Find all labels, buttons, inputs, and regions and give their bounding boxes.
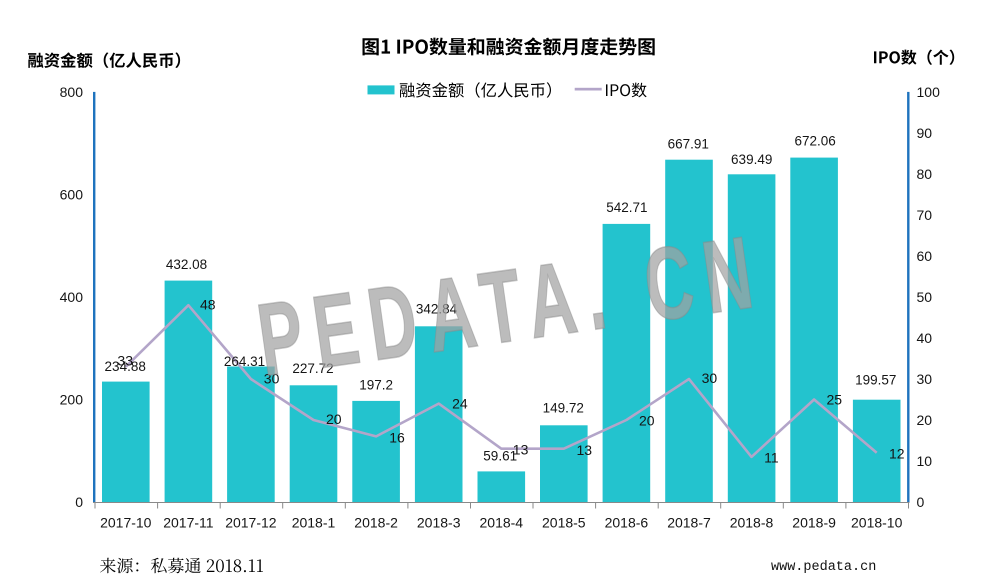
svg-text:2017-12: 2017-12 bbox=[225, 514, 277, 530]
svg-text:400: 400 bbox=[60, 289, 84, 305]
svg-text:13: 13 bbox=[513, 441, 529, 457]
svg-text:48: 48 bbox=[200, 297, 216, 313]
svg-text:33: 33 bbox=[117, 353, 133, 369]
svg-text:2018-2: 2018-2 bbox=[354, 514, 398, 530]
svg-text:234.88: 234.88 bbox=[105, 359, 146, 374]
svg-text:149.72: 149.72 bbox=[543, 401, 584, 416]
svg-text:200: 200 bbox=[60, 392, 84, 408]
svg-text:59.61: 59.61 bbox=[483, 449, 517, 464]
svg-text:2018-10: 2018-10 bbox=[851, 514, 903, 530]
svg-text:50: 50 bbox=[917, 289, 933, 305]
svg-text:2018-4: 2018-4 bbox=[480, 514, 524, 530]
svg-text:600: 600 bbox=[60, 187, 84, 203]
svg-text:2017-11: 2017-11 bbox=[163, 514, 214, 530]
svg-text:10: 10 bbox=[917, 453, 933, 469]
svg-text:30: 30 bbox=[264, 370, 280, 386]
svg-text:639.49: 639.49 bbox=[731, 152, 772, 167]
svg-text:11: 11 bbox=[764, 449, 779, 465]
svg-text:2018-5: 2018-5 bbox=[542, 514, 586, 530]
svg-text:60: 60 bbox=[917, 248, 933, 264]
svg-text:199.57: 199.57 bbox=[855, 373, 896, 388]
svg-text:342.84: 342.84 bbox=[416, 302, 458, 317]
svg-text:www.pedata.cn: www.pedata.cn bbox=[771, 560, 876, 575]
svg-text:2018-1: 2018-1 bbox=[292, 514, 336, 530]
svg-text:40: 40 bbox=[917, 330, 933, 346]
svg-text:227.72: 227.72 bbox=[292, 361, 333, 376]
svg-text:100: 100 bbox=[917, 84, 941, 100]
svg-text:2018-9: 2018-9 bbox=[792, 514, 836, 530]
svg-text:30: 30 bbox=[917, 371, 933, 387]
svg-text:2018-7: 2018-7 bbox=[667, 514, 711, 530]
svg-text:0: 0 bbox=[75, 494, 83, 510]
svg-text:432.08: 432.08 bbox=[166, 257, 207, 272]
svg-text:667.91: 667.91 bbox=[668, 137, 709, 152]
svg-text:80: 80 bbox=[917, 166, 933, 182]
svg-text:24: 24 bbox=[452, 396, 468, 412]
svg-text:70: 70 bbox=[917, 207, 933, 223]
svg-text:2018-3: 2018-3 bbox=[417, 514, 461, 530]
svg-text:197.2: 197.2 bbox=[359, 377, 393, 392]
svg-text:12: 12 bbox=[889, 446, 905, 462]
svg-text:20: 20 bbox=[639, 413, 655, 429]
svg-text:800: 800 bbox=[60, 84, 84, 100]
svg-text:30: 30 bbox=[702, 370, 718, 386]
svg-text:20: 20 bbox=[326, 411, 342, 427]
svg-text:2018-6: 2018-6 bbox=[605, 514, 649, 530]
svg-text:13: 13 bbox=[577, 442, 593, 458]
svg-text:264.31: 264.31 bbox=[224, 354, 265, 369]
svg-text:90: 90 bbox=[917, 125, 933, 141]
svg-text:0: 0 bbox=[917, 494, 925, 510]
svg-text:2017-10: 2017-10 bbox=[100, 514, 152, 530]
svg-text:25: 25 bbox=[827, 392, 843, 408]
svg-text:20: 20 bbox=[917, 412, 933, 428]
svg-text:2018-8: 2018-8 bbox=[730, 514, 774, 530]
svg-text:16: 16 bbox=[389, 429, 405, 445]
svg-text:542.71: 542.71 bbox=[606, 200, 647, 215]
svg-text:672.06: 672.06 bbox=[794, 134, 835, 149]
